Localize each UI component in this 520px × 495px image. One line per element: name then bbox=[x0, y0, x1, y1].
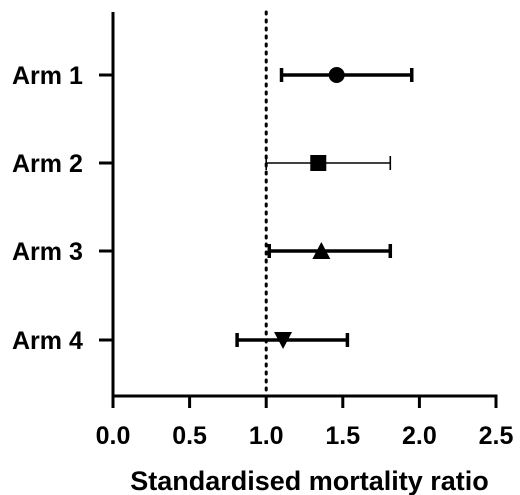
x-tick-label: 1.5 bbox=[325, 422, 360, 450]
category-label: Arm 4 bbox=[12, 327, 83, 355]
x-tick-label: 2.5 bbox=[479, 422, 514, 450]
point-estimate bbox=[310, 155, 327, 171]
category-label: Arm 1 bbox=[12, 62, 83, 90]
point-estimate bbox=[274, 332, 293, 349]
point-estimate bbox=[328, 67, 345, 83]
x-axis-title: Standardised mortality ratio bbox=[130, 466, 489, 495]
x-tick-label: 2.0 bbox=[402, 422, 437, 450]
x-tick-label: 1.0 bbox=[249, 422, 284, 450]
category-label: Arm 2 bbox=[12, 150, 83, 178]
x-tick-label: 0.0 bbox=[96, 422, 131, 450]
plot-area: 0.0 0.5 1.0 1.5 2.0 2.5 Standardised mortality… bbox=[12, 10, 514, 495]
point-estimate bbox=[312, 242, 331, 259]
category-label: Arm 3 bbox=[12, 238, 83, 266]
x-tick-label: 0.5 bbox=[172, 422, 207, 450]
